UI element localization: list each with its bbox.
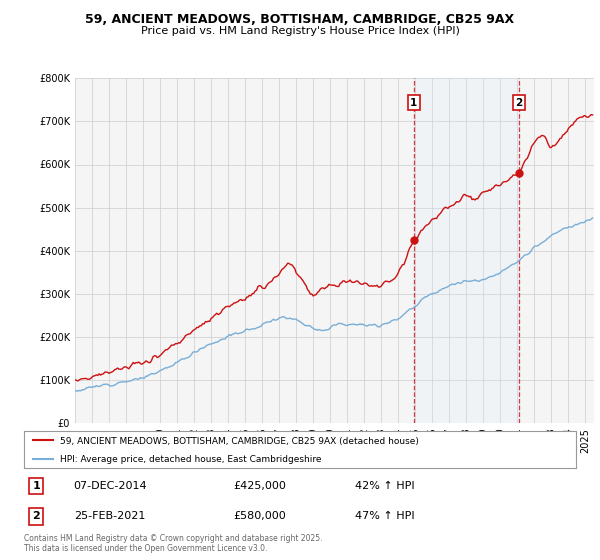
Text: 59, ANCIENT MEADOWS, BOTTISHAM, CAMBRIDGE, CB25 9AX (detached house): 59, ANCIENT MEADOWS, BOTTISHAM, CAMBRIDG… <box>60 437 419 446</box>
Text: Price paid vs. HM Land Registry's House Price Index (HPI): Price paid vs. HM Land Registry's House … <box>140 26 460 36</box>
Text: 1: 1 <box>32 481 40 491</box>
Text: HPI: Average price, detached house, East Cambridgeshire: HPI: Average price, detached house, East… <box>60 455 322 464</box>
Text: 07-DEC-2014: 07-DEC-2014 <box>74 481 148 491</box>
Text: 42% ↑ HPI: 42% ↑ HPI <box>355 481 415 491</box>
Text: 2: 2 <box>32 511 40 521</box>
Bar <box>414 78 519 423</box>
Text: 47% ↑ HPI: 47% ↑ HPI <box>355 511 415 521</box>
Text: Contains HM Land Registry data © Crown copyright and database right 2025.
This d: Contains HM Land Registry data © Crown c… <box>24 534 323 553</box>
Text: 1: 1 <box>410 97 418 108</box>
Text: 2: 2 <box>515 97 523 108</box>
Text: 25-FEB-2021: 25-FEB-2021 <box>74 511 145 521</box>
Text: £425,000: £425,000 <box>234 481 287 491</box>
Text: £580,000: £580,000 <box>234 511 287 521</box>
Text: 59, ANCIENT MEADOWS, BOTTISHAM, CAMBRIDGE, CB25 9AX: 59, ANCIENT MEADOWS, BOTTISHAM, CAMBRIDG… <box>85 13 515 26</box>
